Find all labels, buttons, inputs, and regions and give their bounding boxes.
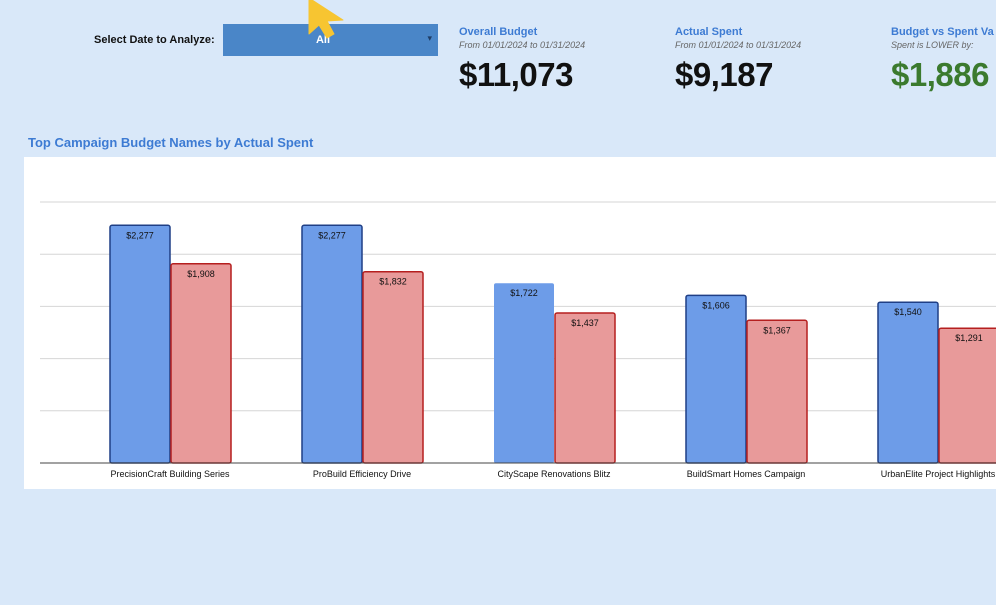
pointer-cursor-icon (308, 0, 344, 39)
kpi-title: Budget vs Spent Va (891, 26, 994, 38)
chart-panel: $2,277 $1,908 PrecisionCraft Building Seri… (24, 157, 996, 489)
budget-bar (109, 224, 171, 464)
kpi-subtitle: From 01/01/2024 to 01/31/2024 (675, 40, 802, 50)
budget-bar (877, 301, 939, 464)
data-label: $2,277 (318, 230, 346, 240)
kpi-value: $9,187 (675, 56, 773, 93)
category-label: ProBuild Efficiency Drive (313, 469, 411, 479)
spent-bar (938, 327, 996, 464)
category-label: UrbanElite Project Highlights (881, 469, 996, 479)
data-label: $1,606 (702, 300, 730, 310)
kpi-subtitle: From 01/01/2024 to 01/31/2024 (459, 40, 586, 50)
data-label: $1,291 (955, 333, 983, 343)
data-label: $1,722 (510, 288, 538, 298)
spent-bar (746, 319, 808, 464)
category-label: CityScape Renovations Blitz (497, 469, 611, 479)
spent-bar (362, 270, 424, 464)
chart-title: Top Campaign Budget Names by Actual Spen… (28, 135, 314, 150)
category-label: PrecisionCraft Building Series (110, 469, 230, 479)
kpi-subtitle: Spent is LOWER by: (891, 40, 974, 50)
kpi-title: Actual Spent (675, 26, 743, 38)
data-label: $1,832 (379, 277, 407, 287)
budget-bar (685, 294, 747, 464)
kpi-budget-vs-spent: Budget vs Spent Va Spent is LOWER by: $1… (891, 26, 994, 94)
data-label: $1,540 (894, 307, 922, 317)
kpi-overall-budget: Overall Budget From 01/01/2024 to 01/31/… (459, 26, 585, 94)
budget-bar (494, 283, 554, 463)
kpi-actual-spent: Actual Spent From 01/01/2024 to 01/31/20… (675, 26, 801, 94)
data-label: $2,277 (126, 230, 154, 240)
spent-bar (554, 312, 616, 464)
data-label: $1,437 (571, 318, 599, 328)
data-label: $1,367 (763, 325, 791, 335)
category-label: BuildSmart Homes Campaign (687, 469, 806, 479)
kpi-value: $11,073 (459, 56, 573, 93)
bar-chart: $2,277 $1,908 PrecisionCraft Building Seri… (40, 201, 996, 479)
kpi-value: $1,886 (891, 56, 989, 93)
date-filter-label: Select Date to Analyze: (94, 34, 215, 46)
spent-bar (170, 263, 232, 464)
budget-bar (301, 224, 363, 464)
kpi-title: Overall Budget (459, 26, 538, 38)
data-label: $1,908 (187, 269, 215, 279)
chevron-down-icon: ▾ (427, 33, 432, 43)
